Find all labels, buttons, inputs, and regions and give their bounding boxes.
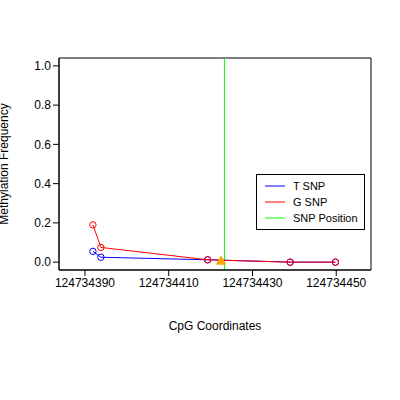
svg-text:124734430: 124734430 bbox=[222, 276, 282, 290]
html-text:T SNP: T SNP bbox=[293, 180, 326, 192]
svg-text:124734390: 124734390 bbox=[55, 276, 115, 290]
svg-text:0.0: 0.0 bbox=[34, 255, 51, 269]
html-text:G SNP: G SNP bbox=[293, 196, 328, 208]
svg-text:0.6: 0.6 bbox=[34, 138, 51, 152]
html-text:SNP Position: SNP Position bbox=[293, 212, 358, 224]
svg-text:124734410: 124734410 bbox=[139, 276, 199, 290]
svg-text:0.8: 0.8 bbox=[34, 98, 51, 112]
svg-text:CpG Coordinates: CpG Coordinates bbox=[169, 319, 262, 333]
svg-text:124734450: 124734450 bbox=[306, 276, 366, 290]
svg-text:1.0: 1.0 bbox=[34, 59, 51, 73]
svg-text:0.4: 0.4 bbox=[34, 177, 51, 191]
svg-text:0.2: 0.2 bbox=[34, 216, 51, 230]
svg-text:Methylation Frequency: Methylation Frequency bbox=[8, 103, 11, 224]
